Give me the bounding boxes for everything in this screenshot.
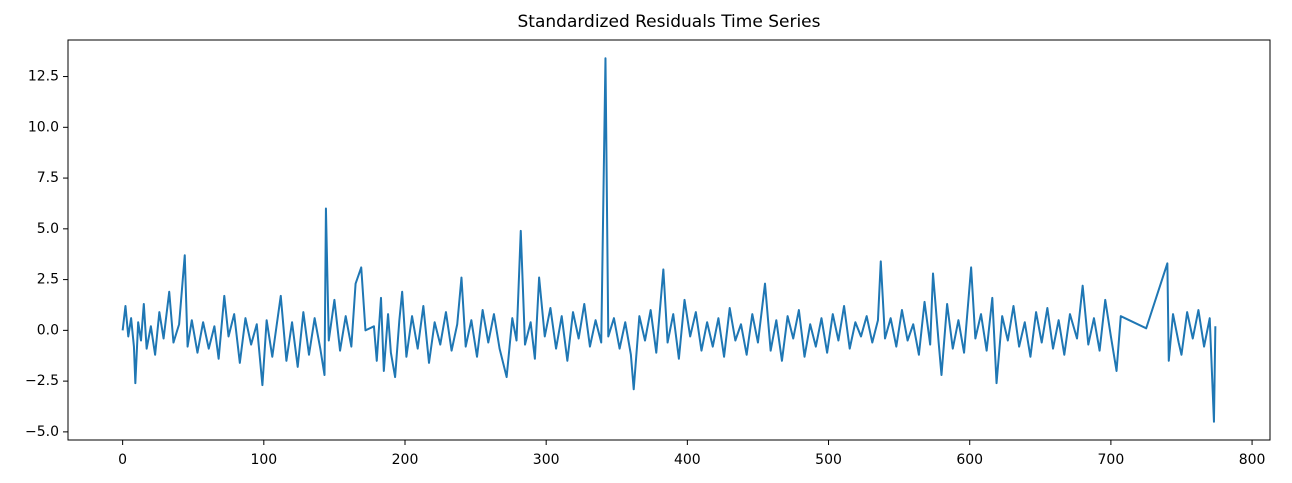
x-tick-label: 600	[956, 452, 983, 468]
x-tick-label: 500	[815, 452, 842, 468]
plot-frame	[67, 39, 1271, 441]
x-tick-label: 400	[674, 452, 701, 468]
x-tick-label: 300	[533, 452, 560, 468]
y-tick-label: 10.0	[28, 119, 59, 135]
data-line	[121, 57, 1217, 423]
x-tick-label: 700	[1098, 452, 1125, 468]
x-tick-label: 100	[250, 452, 277, 468]
chart-title: Standardized Residuals Time Series	[518, 12, 821, 32]
y-tick-label: 7.5	[37, 170, 59, 186]
y-tick-label: −2.5	[25, 373, 59, 389]
y-tick-label: −5.0	[25, 424, 59, 440]
y-tick-label: 0.0	[37, 322, 59, 338]
x-tick-label: 200	[392, 452, 419, 468]
y-tick-label: 12.5	[28, 69, 59, 85]
x-tick-label: 800	[1239, 452, 1266, 468]
x-tick-label: 0	[118, 452, 127, 468]
y-tick-label: 5.0	[37, 221, 59, 237]
y-tick-label: 2.5	[37, 272, 59, 288]
